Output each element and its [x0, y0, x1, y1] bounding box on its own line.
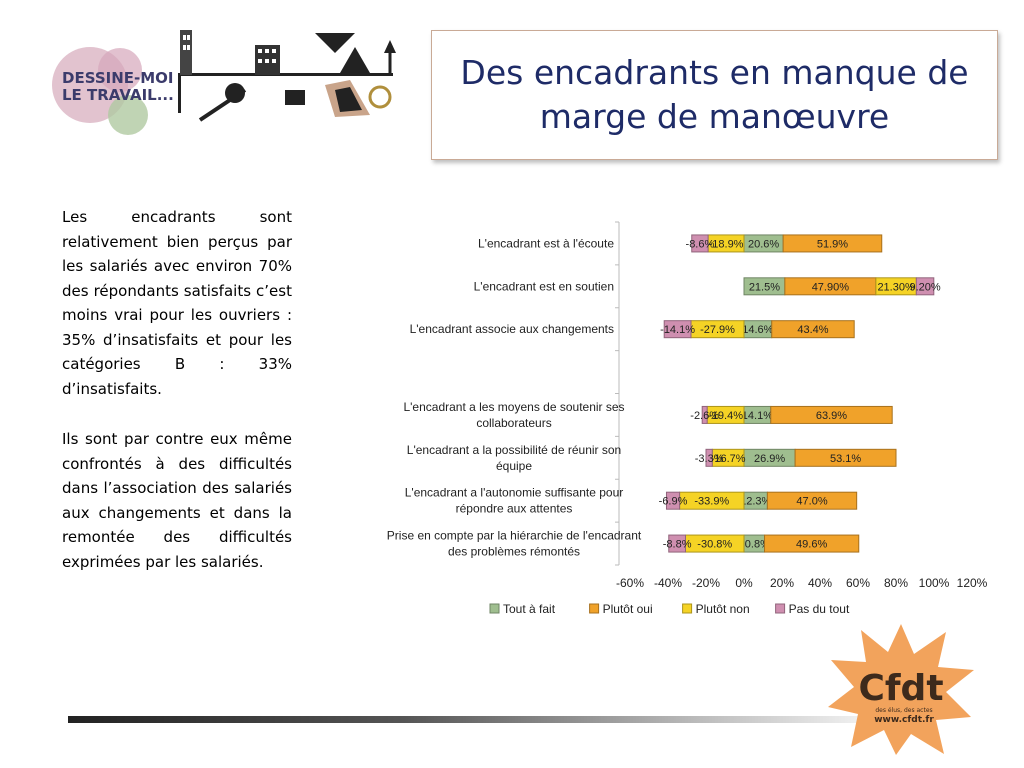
cfdt-logo-tagline: des élus, des actes — [875, 707, 932, 714]
legend-label-plutot-oui: Plutôt oui — [603, 602, 653, 616]
footer-gradient-bar — [68, 716, 908, 723]
bar-pas-du-tout — [668, 534, 686, 553]
data-label-pas-du-tout: 9.20% — [909, 281, 940, 293]
data-label-plutot-oui: 43.4% — [797, 324, 828, 336]
bar-pas-du-tout — [701, 405, 708, 424]
data-label-pas-du-tout: -2.6% — [690, 410, 719, 422]
data-label-tout-a-fait: 20.6% — [748, 238, 779, 250]
x-tick-label: -40% — [654, 576, 682, 590]
data-label-tout-a-fait: 21.5% — [749, 281, 780, 293]
page-title: Des encadrants en manque de marge de man… — [460, 51, 968, 139]
x-tick-label: 0% — [735, 576, 753, 590]
bar-pas-du-tout — [705, 448, 713, 467]
legend-swatch-plutot-oui — [589, 603, 600, 614]
x-tick-label: 80% — [884, 576, 908, 590]
paragraph-1: Les encadrants sont relativement bien pe… — [62, 208, 292, 398]
legend-label-plutot-non: Plutôt non — [696, 602, 750, 616]
bar-plutot-oui — [766, 491, 858, 510]
cfdt-logo: Cfdt des élus, des actes www.cfdt.fr — [828, 624, 974, 755]
category-label: L'encadrant a les moyens de soutenir ses… — [403, 400, 624, 430]
title-box: Des encadrants en manque de marge de man… — [431, 30, 998, 160]
data-label-pas-du-tout: -6.9% — [659, 496, 688, 508]
legend-swatch-tout-a-fait — [489, 603, 500, 614]
satisfaction-bar-chart: L'encadrant est à l'écoute L'encadrant es… — [387, 221, 988, 616]
legend-swatch-pas-du-tout — [775, 603, 786, 614]
x-tick-label: 20% — [770, 576, 794, 590]
bar-pas-du-tout — [663, 320, 692, 339]
data-label-plutot-oui: 47.90% — [812, 281, 850, 293]
category-label: L'encadrant est à l'écoute — [478, 236, 614, 250]
category-label: L'encadrant a la possibilité de réunir s… — [407, 443, 621, 473]
logo-line1: DESSINE-MOI — [62, 69, 174, 87]
x-tick-label: 40% — [808, 576, 832, 590]
data-label-tout-a-fait: 14.6% — [742, 324, 773, 336]
category-label: L'encadrant associe aux changements — [410, 322, 614, 336]
bar-plutot-oui — [764, 534, 860, 553]
data-label-plutot-non: -30.8% — [697, 539, 732, 551]
x-tick-label: -60% — [616, 576, 644, 590]
logo-line2: LE TRAVAIL... — [62, 86, 174, 104]
data-label-pas-du-tout: -14.1% — [660, 324, 695, 336]
data-label-pas-du-tout: -8.8% — [663, 539, 692, 551]
cfdt-logo-url: www.cfdt.fr — [874, 715, 934, 725]
data-label-plutot-oui: 53.1% — [830, 453, 861, 465]
bar-pas-du-tout — [915, 277, 935, 296]
data-label-pas-du-tout: -8.6% — [686, 238, 715, 250]
bar-pas-du-tout — [665, 491, 681, 510]
bar-plutot-oui — [770, 405, 893, 424]
data-label-plutot-non: -33.9% — [694, 496, 729, 508]
data-label-tout-a-fait: 12.3% — [740, 496, 771, 508]
data-label-plutot-oui: 63.9% — [816, 410, 847, 422]
data-label-tout-a-fait: 26.9% — [754, 453, 785, 465]
bar-pas-du-tout — [691, 234, 709, 253]
data-label-plutot-oui: 47.0% — [796, 496, 827, 508]
data-label-pas-du-tout: -3.3% — [695, 453, 724, 465]
data-label-tout-a-fait: 14.1% — [742, 410, 773, 422]
paragraph-2: Ils sont par contre eux même confrontés … — [62, 430, 292, 571]
data-label-tout-a-fait: 10.8% — [739, 539, 770, 551]
legend-label-tout-a-fait: Tout à fait — [503, 602, 556, 616]
bar-plutot-oui — [771, 320, 855, 339]
cfdt-logo-name: Cfdt — [858, 668, 943, 709]
category-label: Prise en compte par la hiérarchie de l'e… — [387, 529, 642, 559]
legend-label-pas-du-tout: Pas du tout — [789, 602, 850, 616]
data-label-plutot-oui: 49.6% — [796, 539, 827, 551]
category-label: L'encadrant a l'autonomie suffisante pou… — [405, 486, 624, 516]
title-line1: Des encadrants en manque de — [460, 53, 969, 92]
category-label: L'encadrant est en soutien — [474, 279, 614, 293]
data-label-plutot-oui: 51.9% — [817, 238, 848, 250]
x-tick-label: 120% — [957, 576, 988, 590]
bar-plutot-oui — [782, 234, 883, 253]
data-label-plutot-non: -19.4% — [708, 410, 743, 422]
title-line2: marge de manœuvre — [539, 97, 890, 136]
bar-plutot-oui — [794, 448, 897, 467]
legend-swatch-plutot-non — [682, 603, 693, 614]
data-label-plutot-non: -18.9% — [709, 238, 744, 250]
x-tick-label: -20% — [692, 576, 720, 590]
body-text: Les encadrants sont relativement bien pe… — [62, 205, 292, 600]
dessine-moi-le-travail-logo: DESSINE-MOI LE TRAVAIL... — [52, 30, 396, 135]
data-label-plutot-non: -27.9% — [700, 324, 735, 336]
x-tick-label: 100% — [919, 576, 950, 590]
data-label-plutot-non: 21.30% — [877, 281, 915, 293]
data-label-plutot-non: -16.7% — [711, 453, 746, 465]
x-tick-label: 60% — [846, 576, 870, 590]
